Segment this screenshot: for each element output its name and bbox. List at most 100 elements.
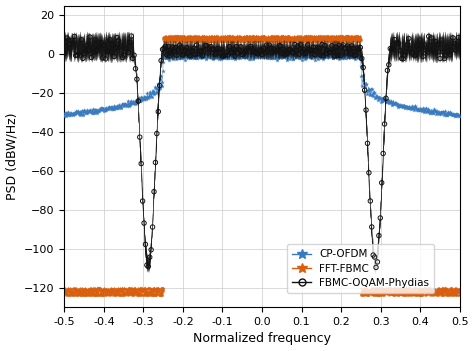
Point bbox=[70, 288, 77, 293]
Point bbox=[443, 286, 451, 292]
Point bbox=[333, 38, 341, 44]
Point bbox=[413, 292, 420, 298]
Point bbox=[163, 34, 170, 40]
Point bbox=[206, 38, 214, 44]
Point bbox=[424, 289, 432, 294]
Point bbox=[143, 288, 150, 293]
Point bbox=[378, 288, 385, 293]
Point bbox=[376, 215, 384, 221]
Point bbox=[110, 291, 118, 297]
Point bbox=[305, 35, 312, 41]
Point bbox=[253, 34, 260, 40]
Point bbox=[337, 38, 344, 44]
Point bbox=[235, 52, 243, 58]
Point bbox=[392, 287, 399, 293]
Point bbox=[124, 291, 131, 297]
Point bbox=[429, 286, 437, 292]
Point bbox=[214, 37, 222, 42]
Point bbox=[156, 290, 164, 296]
Point bbox=[423, 109, 430, 114]
Point bbox=[127, 287, 134, 293]
Point bbox=[104, 107, 111, 112]
Point bbox=[209, 34, 217, 40]
Point bbox=[370, 291, 378, 297]
Point bbox=[270, 35, 278, 40]
Point bbox=[196, 38, 203, 43]
Point bbox=[177, 37, 185, 42]
Point bbox=[89, 291, 96, 297]
Point bbox=[124, 289, 131, 294]
Point bbox=[185, 37, 192, 42]
Point bbox=[359, 291, 366, 297]
Point bbox=[255, 35, 263, 40]
Point bbox=[261, 35, 269, 41]
Point bbox=[71, 111, 79, 117]
Point bbox=[179, 36, 186, 42]
Point bbox=[417, 293, 424, 298]
Point bbox=[451, 288, 459, 294]
Point bbox=[180, 51, 188, 57]
Point bbox=[157, 285, 164, 291]
Point bbox=[415, 292, 423, 298]
Point bbox=[295, 36, 303, 42]
Point bbox=[281, 35, 289, 40]
Point bbox=[313, 38, 320, 44]
Point bbox=[413, 288, 420, 294]
Point bbox=[217, 47, 225, 52]
Point bbox=[91, 287, 98, 293]
Point bbox=[83, 291, 91, 297]
Point bbox=[165, 37, 173, 42]
Point bbox=[217, 34, 224, 40]
Point bbox=[225, 38, 232, 44]
Point bbox=[400, 291, 408, 297]
Point bbox=[401, 291, 409, 297]
Point bbox=[72, 286, 80, 291]
Point bbox=[278, 53, 285, 59]
Point bbox=[332, 44, 340, 50]
Point bbox=[449, 289, 456, 294]
Point bbox=[232, 39, 239, 44]
Point bbox=[380, 291, 388, 297]
Point bbox=[175, 37, 182, 42]
Point bbox=[452, 290, 459, 296]
Point bbox=[163, 38, 170, 44]
Point bbox=[173, 38, 181, 43]
Point bbox=[168, 33, 176, 39]
Point bbox=[336, 57, 343, 62]
Point bbox=[392, 291, 400, 297]
Point bbox=[271, 34, 278, 40]
Point bbox=[302, 53, 310, 59]
Point bbox=[255, 35, 263, 41]
Point bbox=[84, 289, 92, 294]
Point bbox=[209, 38, 217, 44]
Point bbox=[211, 35, 219, 41]
Point bbox=[79, 289, 86, 294]
Point bbox=[289, 35, 296, 40]
Point bbox=[240, 55, 247, 60]
Point bbox=[455, 292, 463, 298]
Point bbox=[442, 111, 449, 116]
Point bbox=[200, 33, 208, 39]
Point bbox=[442, 53, 449, 59]
Point bbox=[438, 290, 445, 295]
Point bbox=[101, 287, 109, 293]
Point bbox=[213, 35, 221, 41]
Point bbox=[423, 286, 431, 291]
Point bbox=[147, 93, 155, 99]
Point bbox=[201, 37, 209, 43]
Point bbox=[81, 292, 89, 298]
Point bbox=[69, 291, 77, 297]
Point bbox=[350, 37, 358, 42]
Point bbox=[312, 52, 320, 57]
Point bbox=[77, 291, 84, 297]
Point bbox=[267, 55, 274, 61]
Point bbox=[171, 33, 178, 39]
Point bbox=[77, 111, 85, 117]
Point bbox=[320, 38, 328, 44]
Point bbox=[148, 94, 155, 100]
Point bbox=[401, 103, 408, 109]
Point bbox=[323, 38, 330, 43]
Point bbox=[140, 291, 147, 297]
Point bbox=[335, 35, 343, 41]
Point bbox=[312, 36, 319, 41]
